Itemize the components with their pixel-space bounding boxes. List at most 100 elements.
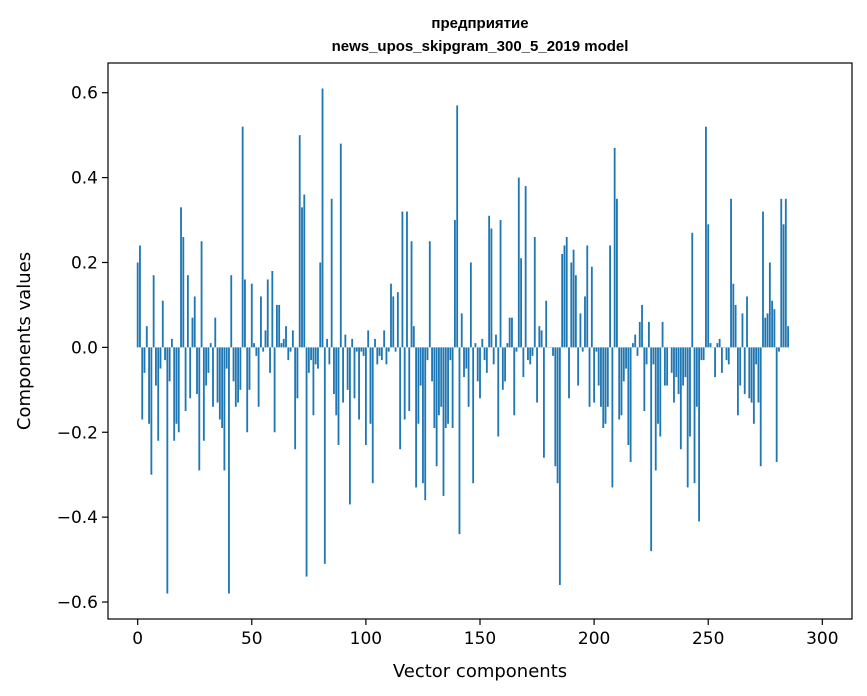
- bar: [463, 347, 465, 378]
- bar: [399, 347, 402, 450]
- bar: [438, 347, 440, 416]
- bar: [545, 300, 548, 348]
- bar: [330, 198, 333, 348]
- bar: [166, 347, 169, 594]
- bar: [702, 347, 705, 361]
- bar: [698, 347, 701, 522]
- bar: [572, 249, 575, 348]
- bar: [433, 347, 436, 429]
- bar: [750, 347, 753, 403]
- bar: [483, 347, 486, 361]
- bar: [684, 347, 687, 378]
- bar: [652, 347, 655, 365]
- bar: [757, 347, 760, 403]
- bar: [273, 347, 276, 433]
- bar: [604, 347, 607, 424]
- bar: [173, 347, 176, 441]
- bar: [780, 198, 783, 348]
- bar: [451, 347, 454, 429]
- bar: [170, 338, 173, 348]
- bar: [561, 253, 564, 348]
- bar: [778, 347, 780, 352]
- bar: [513, 347, 516, 416]
- bar: [449, 347, 452, 361]
- chart-title: предприятие: [431, 15, 528, 32]
- x-tick-label: 100: [350, 629, 382, 649]
- y-tick-label: 0.4: [71, 169, 98, 189]
- bar: [467, 347, 470, 407]
- bar: [485, 347, 488, 373]
- bar: [271, 270, 274, 348]
- bar: [444, 347, 447, 429]
- bar: [237, 347, 239, 403]
- bar: [647, 321, 650, 348]
- bar: [216, 347, 219, 403]
- bar: [689, 347, 691, 437]
- bar: [618, 347, 621, 420]
- bar: [141, 347, 144, 420]
- bar: [232, 347, 235, 382]
- bar: [262, 347, 265, 352]
- bar: [643, 347, 646, 412]
- bar: [538, 326, 541, 348]
- bar: [476, 347, 479, 382]
- bar: [579, 313, 582, 348]
- bar: [677, 347, 680, 395]
- bar: [675, 347, 678, 378]
- bar: [490, 228, 493, 348]
- bar: [234, 347, 237, 407]
- bar: [479, 347, 481, 399]
- bar: [196, 347, 198, 395]
- bar: [606, 347, 609, 407]
- x-axis: 0 50 100 150 200 250 300: [132, 619, 839, 649]
- bar: [278, 304, 281, 348]
- y-tick-label: −0.6: [57, 593, 98, 613]
- bar: [383, 330, 386, 348]
- bar: [362, 347, 365, 356]
- bar: [590, 266, 593, 348]
- bar: [394, 347, 397, 352]
- bar: [743, 347, 746, 395]
- bar: [380, 347, 383, 361]
- bar: [531, 347, 534, 356]
- bar: [458, 347, 461, 535]
- bar: [244, 279, 246, 348]
- bar: [693, 347, 696, 484]
- bar: [666, 347, 669, 386]
- bar: [145, 326, 148, 348]
- bar-series: [136, 88, 790, 594]
- x-tick-label: 250: [692, 629, 724, 649]
- chart-subtitle: news_upos_skipgram_300_5_2019 model: [332, 38, 629, 55]
- bar: [540, 330, 543, 348]
- bar: [762, 211, 764, 348]
- bar: [695, 347, 698, 407]
- bar: [602, 347, 605, 429]
- bar: [568, 347, 570, 399]
- bar: [709, 343, 712, 348]
- bar: [620, 347, 623, 416]
- bar: [253, 343, 255, 348]
- y-tick-label: −0.2: [57, 423, 98, 443]
- y-axis: −0.6 −0.4 −0.2 0.0 0.2 0.4 0.6: [57, 84, 108, 613]
- y-tick-label: 0.6: [71, 84, 98, 104]
- bar: [209, 343, 212, 348]
- bar: [613, 147, 616, 348]
- bar: [650, 347, 653, 552]
- bar: [241, 126, 244, 348]
- bar: [326, 338, 329, 348]
- bar: [700, 347, 703, 361]
- bar: [364, 347, 367, 445]
- bar: [202, 347, 205, 441]
- bar: [275, 304, 278, 348]
- bar: [775, 347, 778, 462]
- y-axis-label: Components values: [14, 252, 35, 430]
- bar: [412, 326, 415, 348]
- bar: [339, 143, 342, 348]
- bar: [755, 347, 758, 365]
- bar: [214, 317, 217, 348]
- bar: [497, 347, 500, 437]
- bar: [554, 347, 557, 467]
- bar: [558, 347, 561, 586]
- bar: [586, 245, 589, 348]
